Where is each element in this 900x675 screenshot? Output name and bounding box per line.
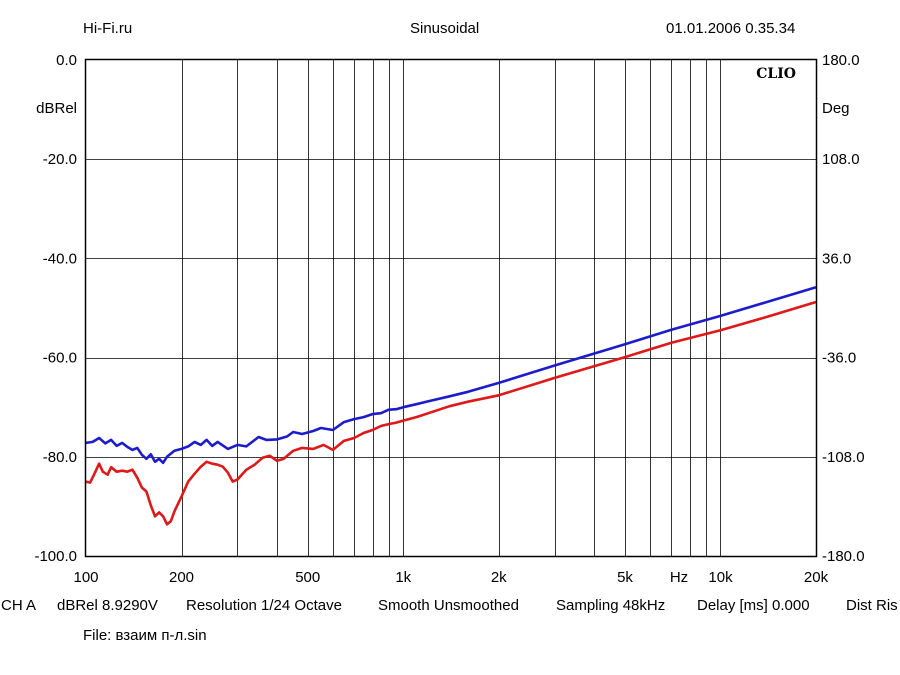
file-label: File: взаим п-л.sin — [83, 627, 207, 644]
header-site: Hi-Fi.ru — [83, 20, 133, 37]
y-tick-label-4: -80.0 — [43, 449, 77, 466]
y2-tick-label-3: -36.0 — [822, 350, 856, 367]
grid — [86, 60, 816, 556]
header-datetime: 01.01.2006 0.35.34 — [666, 20, 796, 37]
y-tick-label-5: -100.0 — [34, 548, 77, 565]
x-tick-label-6: 10k — [708, 569, 733, 586]
info-sampling: Sampling 48kHz — [556, 597, 666, 614]
y2-tick-label-2: 36.0 — [822, 250, 851, 267]
x-tick-label-2: 500 — [295, 569, 320, 586]
y-tick-label-1: -20.0 — [43, 151, 77, 168]
plot-frame — [84, 58, 818, 558]
info-channel: CH A — [1, 597, 37, 614]
series-layer — [85, 285, 817, 526]
y2-axis-label: Deg — [822, 100, 850, 117]
y2-tick-label-0: 180.0 — [822, 52, 860, 69]
y2-tick-label-4: -108.0 — [822, 449, 865, 466]
y-tick-label-3: -60.0 — [43, 350, 77, 367]
info-delay: Delay [ms] 0.000 — [697, 597, 810, 614]
info-resolution: Resolution 1/24 Octave — [186, 597, 342, 614]
y-tick-label-0: 0.0 — [56, 52, 77, 69]
x-tick-label-3: 1k — [395, 569, 411, 586]
info-smoothing: Smooth Unsmoothed — [378, 597, 519, 614]
y-tick-label-2: -40.0 — [43, 250, 77, 267]
info-bar: CH A dBRel 8.9290V Resolution 1/24 Octav… — [0, 597, 900, 617]
clio-watermark: CLIO — [756, 66, 796, 82]
y-axis-label: dBRel — [36, 100, 77, 117]
x-tick-label-0: 100 — [73, 569, 98, 586]
info-dist: Dist Ris — [846, 597, 898, 614]
x-tick-label-5: 5k — [617, 569, 633, 586]
y2-tick-label-5: -180.0 — [822, 548, 865, 565]
x-tick-label-4: 2k — [491, 569, 507, 586]
header-mode: Sinusoidal — [410, 20, 480, 37]
x-tick-label-1: 200 — [169, 569, 194, 586]
info-level: dBRel 8.9290V — [57, 597, 158, 614]
x-tick-label-7: 20k — [804, 569, 829, 586]
series-line-1 — [85, 300, 817, 526]
axis-labels: 0.0 -20.0 -40.0 -60.0 -80.0 -100.0 180.0 108.0 3… — [34, 52, 864, 586]
x-unit-label: Hz — [670, 569, 688, 586]
y2-tick-label-1: 108.0 — [822, 151, 860, 168]
series-line-0 — [85, 285, 817, 465]
